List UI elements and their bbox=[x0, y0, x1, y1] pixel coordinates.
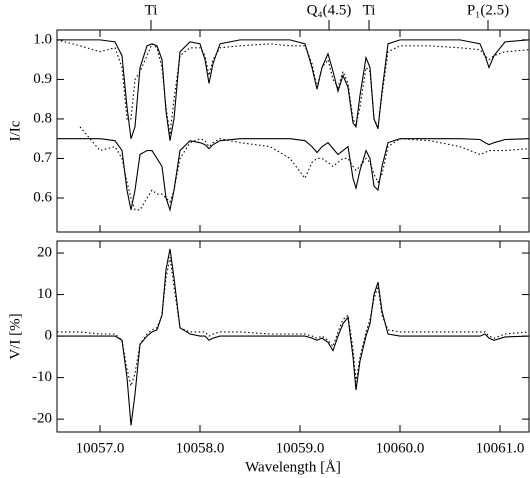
y-tick-label: 1.0 bbox=[33, 31, 52, 47]
plot-frame-top bbox=[56, 29, 530, 233]
x-tick-label: 10060.0 bbox=[376, 440, 425, 456]
y-tick-label: 0.6 bbox=[33, 189, 52, 205]
y-tick-label: 20 bbox=[37, 244, 52, 260]
x-tick-label: 10058.0 bbox=[176, 440, 225, 456]
y-tick-label: 0.7 bbox=[33, 150, 52, 166]
series-line bbox=[57, 248, 530, 426]
annotation-label: P₁(2.5) bbox=[467, 2, 509, 18]
x-axis-label: Wavelength [Å] bbox=[245, 459, 341, 475]
y-tick-label: 0 bbox=[45, 328, 53, 344]
annotation-label: Q₄(4.5) bbox=[307, 2, 352, 18]
y-axis-label: V/I [%] bbox=[7, 313, 23, 359]
series-line bbox=[56, 39, 530, 135]
series-line bbox=[57, 257, 530, 388]
annotation-label: Ti bbox=[145, 2, 158, 18]
y-tick-label: -20 bbox=[32, 411, 52, 427]
series-line bbox=[57, 39, 530, 141]
y-tick-label: 0.9 bbox=[33, 71, 52, 87]
y-tick-label: 0.8 bbox=[33, 110, 52, 126]
x-tick-label: 10057.0 bbox=[76, 440, 125, 456]
y-tick-label: 10 bbox=[37, 286, 52, 302]
x-tick-label: 10059.0 bbox=[276, 440, 325, 456]
series-line bbox=[57, 138, 530, 212]
series-line bbox=[79, 126, 530, 211]
y-tick-label: -10 bbox=[32, 369, 52, 385]
annotation-label: Ti bbox=[363, 2, 376, 18]
y-axis-label: I/Ic bbox=[7, 120, 23, 141]
x-tick-label: 10061.0 bbox=[476, 440, 525, 456]
